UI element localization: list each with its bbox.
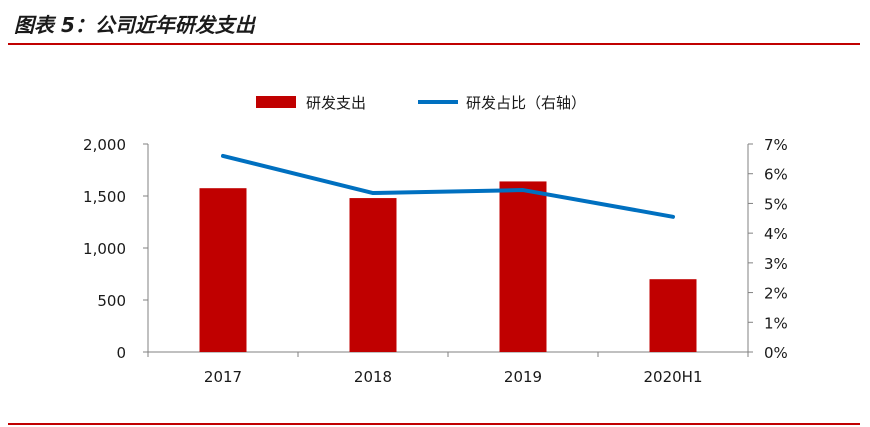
y-tick-label: 1,000 <box>83 240 126 258</box>
title-divider <box>8 43 860 45</box>
legend-bar-swatch <box>256 96 296 108</box>
bar-2019 <box>499 181 547 352</box>
bar-series <box>199 181 697 352</box>
y2-tick-label: 6% <box>764 166 788 184</box>
legend-bar-label: 研发支出 <box>306 94 366 112</box>
line-point-2020H1 <box>672 216 674 218</box>
y-tick-label: 0 <box>116 344 126 362</box>
y2-tick-label: 2% <box>764 285 788 303</box>
y-tick-label: 500 <box>97 292 126 310</box>
y2-tick-label: 7% <box>764 136 788 154</box>
y2-tick-label: 4% <box>764 225 788 243</box>
line-point-2019 <box>522 189 524 191</box>
footer-divider <box>8 423 860 425</box>
bar-2017 <box>199 188 247 352</box>
x-tick-label: 2020H1 <box>644 368 703 386</box>
bar-2018 <box>349 198 397 352</box>
x-tick-label: 2019 <box>504 368 542 386</box>
line-path <box>221 153 675 219</box>
bar-2020H1 <box>649 279 697 352</box>
line-point-2018 <box>372 192 374 194</box>
y2-tick-label: 0% <box>764 344 788 362</box>
axes <box>143 143 753 357</box>
y-tick-label: 2,000 <box>83 136 126 154</box>
line-series <box>221 153 675 219</box>
y-tick-label: 1,500 <box>83 188 126 206</box>
figure-header: 图表 5：公司近年研发支出 <box>0 0 870 46</box>
y2-tick-label: 1% <box>764 314 788 332</box>
legend: 研发支出 研发占比（右轴） <box>256 94 586 112</box>
y2-tick-label: 5% <box>764 195 788 213</box>
y2-tick-label: 3% <box>764 255 788 273</box>
x-tick-label: 2018 <box>354 368 392 386</box>
line-point-2017 <box>222 155 224 157</box>
tick-labels: 2,000 1,500 1,000 500 0 7% 6% 5% 4% 3% 2% 1% 0% 2017 2… <box>83 136 788 386</box>
figure-title: 图表 5：公司近年研发支出 <box>14 13 255 37</box>
x-tick-label: 2017 <box>204 368 242 386</box>
legend-line-label: 研发占比（右轴） <box>466 94 586 112</box>
